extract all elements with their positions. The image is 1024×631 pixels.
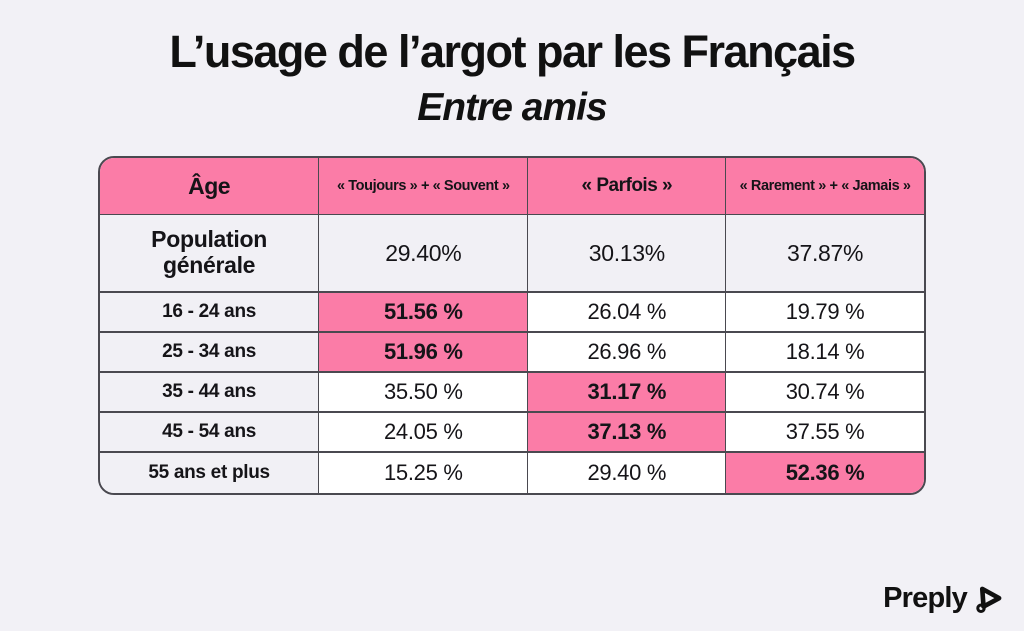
table-row-16-24: 16 - 24 ans 51.56 % 26.04 % 19.79 %: [100, 293, 924, 333]
value-cell: 15.25 %: [319, 453, 529, 493]
table-row-45-54: 45 - 54 ans 24.05 % 37.13 % 37.55 %: [100, 413, 924, 453]
page-subtitle: Entre amis: [417, 86, 607, 129]
preply-play-icon: [976, 586, 1002, 613]
value-cell: 26.96 %: [528, 333, 727, 373]
header-label: Âge: [188, 172, 231, 199]
header-cell-age: Âge: [100, 158, 320, 215]
value-cell: 52.36 %: [726, 453, 924, 493]
value-cell: 29.40%: [319, 215, 529, 293]
table-row-population-generale: Population générale 29.40% 30.13% 37.87%: [100, 215, 924, 293]
value-cell: 51.56 %: [319, 293, 529, 333]
row-label: 25 - 34 ans: [100, 333, 320, 373]
header-cell-rarement-jamais: « Rarement » + « Jamais »: [726, 158, 924, 215]
value-cell: 37.13 %: [528, 413, 727, 453]
header-cell-parfois: « Parfois »: [528, 158, 727, 215]
table-row-55-plus: 55 ans et plus 15.25 % 29.40 % 52.36 %: [100, 453, 924, 493]
value-cell: 19.79 %: [726, 293, 924, 333]
row-label: 55 ans et plus: [100, 453, 320, 493]
table-header-row: Âge « Toujours » + « Souvent » « Parfois…: [100, 158, 924, 215]
row-label: 16 - 24 ans: [100, 293, 320, 333]
brand-wordmark: Preply: [883, 582, 968, 614]
value-cell: 37.87%: [726, 215, 924, 293]
value-cell: 18.14 %: [726, 333, 924, 373]
header-label: « Toujours » + « Souvent »: [336, 178, 510, 194]
row-label: 45 - 54 ans: [100, 413, 320, 453]
value-cell: 51.96 %: [319, 333, 529, 373]
header-label: « Rarement » + « Jamais »: [739, 178, 911, 194]
value-cell: 29.40 %: [528, 453, 727, 493]
value-cell: 24.05 %: [319, 413, 529, 453]
value-cell: 30.74 %: [726, 373, 924, 413]
row-label-text: Population générale: [151, 226, 267, 278]
value-cell: 37.55 %: [726, 413, 924, 453]
row-label: Population générale: [100, 215, 320, 293]
value-cell: 31.17 %: [528, 373, 727, 413]
row-label: 35 - 44 ans: [100, 373, 320, 413]
brand-footer: Preply: [883, 582, 1006, 615]
page-title: L’usage de l’argot par les Français: [169, 26, 856, 77]
header-label: « Parfois »: [581, 175, 673, 196]
table-row-35-44: 35 - 44 ans 35.50 % 31.17 % 30.74 %: [100, 373, 924, 413]
argot-usage-table: Âge « Toujours » + « Souvent » « Parfois…: [98, 156, 926, 495]
value-cell: 26.04 %: [528, 293, 727, 333]
header-cell-toujours-souvent: « Toujours » + « Souvent »: [319, 158, 529, 215]
value-cell: 30.13%: [528, 215, 727, 293]
table-row-25-34: 25 - 34 ans 51.96 % 26.96 % 18.14 %: [100, 333, 924, 373]
value-cell: 35.50 %: [319, 373, 529, 413]
